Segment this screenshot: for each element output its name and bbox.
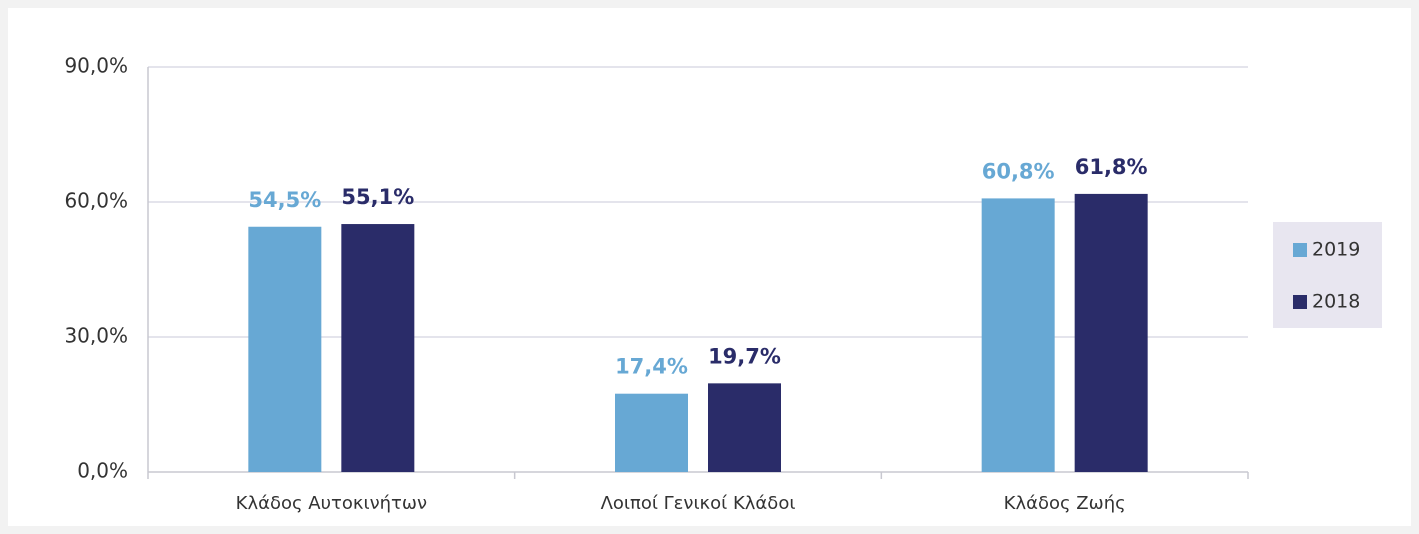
legend-box bbox=[1273, 222, 1382, 328]
data-label: 61,8% bbox=[1075, 155, 1148, 179]
data-label: 17,4% bbox=[615, 355, 688, 379]
bar bbox=[248, 226, 322, 472]
data-label: 19,7% bbox=[708, 344, 781, 368]
y-tick-label: 30,0% bbox=[64, 324, 128, 348]
x-tick-label: Λοιποί Γενικοί Κλάδοι bbox=[601, 493, 796, 514]
data-label: 55,1% bbox=[341, 185, 414, 209]
data-label: 60,8% bbox=[982, 159, 1055, 183]
legend-swatch bbox=[1293, 243, 1307, 257]
legend-swatch bbox=[1293, 295, 1307, 309]
y-tick-label: 60,0% bbox=[64, 189, 128, 213]
bar bbox=[341, 224, 415, 472]
y-tick-label: 0,0% bbox=[77, 459, 128, 483]
legend-label: 2019 bbox=[1312, 239, 1360, 261]
y-tick-label: 90,0% bbox=[64, 54, 128, 78]
bar bbox=[708, 383, 781, 472]
bar bbox=[615, 393, 688, 472]
data-label: 54,5% bbox=[248, 188, 321, 212]
x-tick-label: Κλάδος Αυτοκινήτων bbox=[236, 493, 427, 514]
bar bbox=[981, 198, 1055, 472]
bar bbox=[1074, 193, 1148, 472]
legend-label: 2018 bbox=[1312, 291, 1360, 313]
x-tick-label: Κλάδος Ζωής bbox=[1004, 493, 1126, 514]
